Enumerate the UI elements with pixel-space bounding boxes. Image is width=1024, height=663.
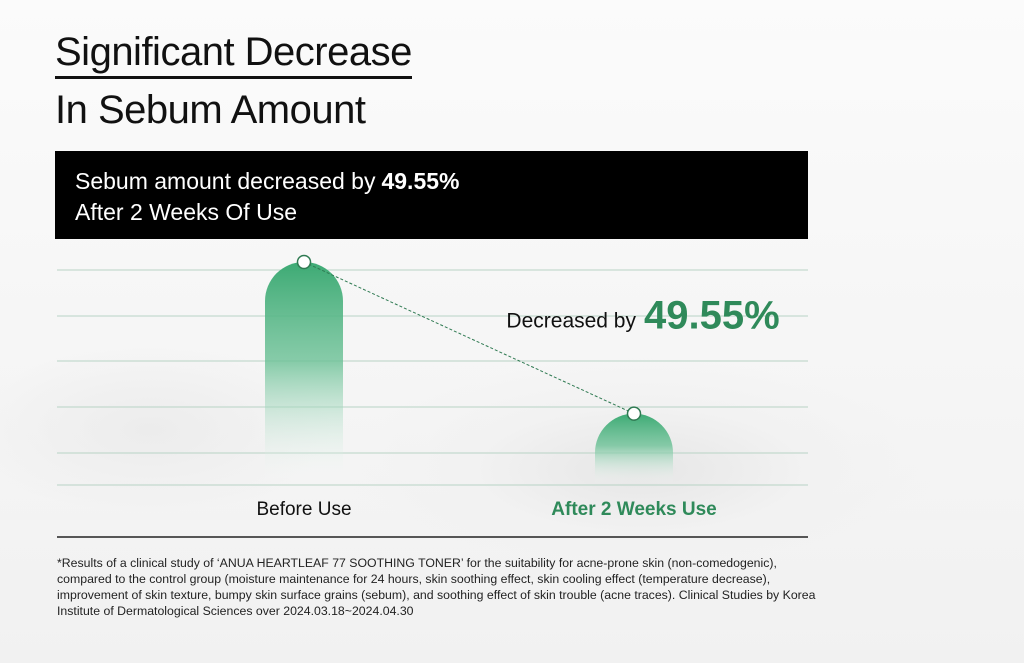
title: Significant Decrease bbox=[55, 30, 412, 79]
x-tick-label: Before Use bbox=[256, 499, 351, 520]
x-tick-label: After 2 Weeks Use bbox=[551, 499, 716, 520]
annotation-value: 49.55% bbox=[644, 294, 780, 338]
footnote: *Results of a clinical study of ‘ANUA HE… bbox=[57, 556, 816, 618]
point-marker bbox=[626, 406, 642, 421]
bar bbox=[265, 262, 343, 485]
banner-text: After 2 Weeks Of Use bbox=[75, 199, 297, 225]
grid bbox=[57, 269, 808, 486]
annotation-text: Decreased by bbox=[506, 310, 636, 333]
banner-text: Sebum amount decreased by bbox=[75, 168, 376, 194]
point-marker bbox=[296, 254, 312, 270]
title: In Sebum Amount bbox=[55, 88, 366, 132]
banner: Sebum amount decreased by 49.55% After 2 … bbox=[55, 151, 808, 239]
trend-line bbox=[303, 261, 635, 415]
bar bbox=[595, 413, 673, 485]
banner-value: 49.55% bbox=[381, 168, 460, 194]
